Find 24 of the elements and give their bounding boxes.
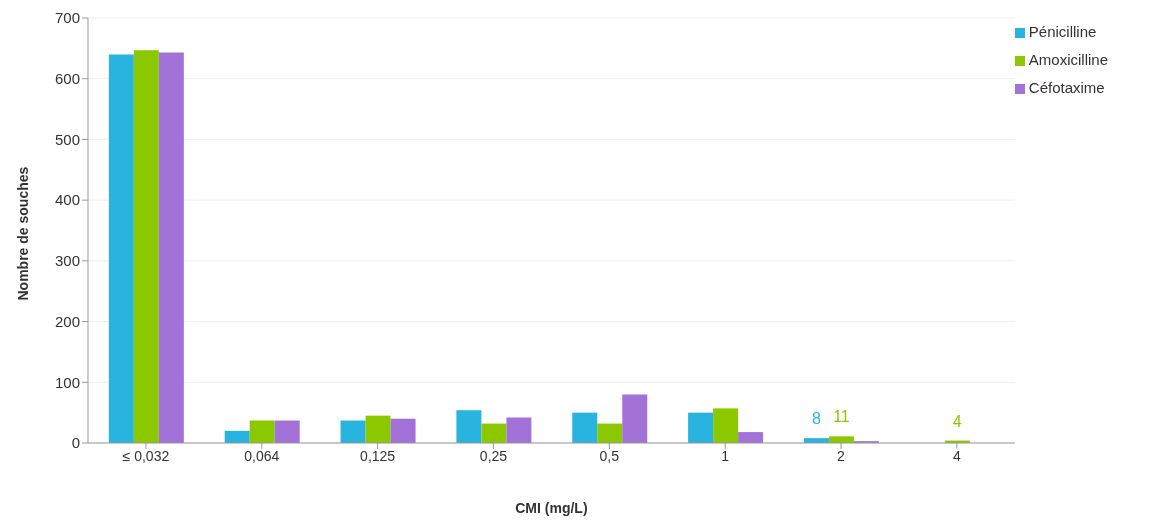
x-tick-label: 0,25	[479, 447, 508, 464]
y-tick-label: 500	[54, 130, 80, 148]
x-tick-label: 0,064	[244, 447, 280, 464]
x-tick-label: 0,125	[360, 447, 396, 464]
legend-label: Pénicilline	[1028, 23, 1097, 40]
x-tick-label: 1	[721, 447, 730, 464]
y-tick-label: 700	[54, 9, 80, 27]
x-tick-label: 4	[952, 447, 961, 464]
y-tick-label: 300	[54, 252, 80, 270]
y-axis-title: Nombre de souches	[14, 166, 31, 301]
y-tick-label: 600	[54, 70, 80, 88]
x-tick-label: 2	[837, 447, 846, 464]
data-label: 4	[952, 412, 962, 430]
x-tick-label: ≤ 0,032	[122, 447, 170, 464]
y-tick-label: 100	[54, 373, 80, 391]
x-axis-title: CMI (mg/L)	[515, 500, 588, 516]
data-label: 11	[833, 408, 850, 426]
data-label: 8	[812, 410, 821, 428]
y-tick-label: 0	[71, 434, 80, 452]
x-tick-label: 0,5	[599, 447, 620, 464]
legend-label: Amoxicilline	[1028, 51, 1108, 68]
y-tick-label: 200	[54, 312, 80, 330]
y-tick-label: 400	[54, 191, 80, 209]
legend-label: Céfotaxime	[1028, 79, 1105, 96]
